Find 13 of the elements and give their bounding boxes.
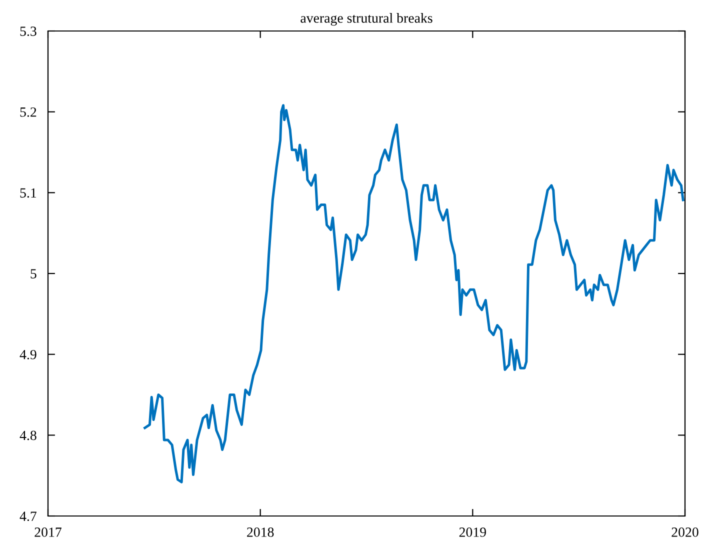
y-tick-label: 4.9	[20, 350, 36, 360]
x-tick-label: 2017	[34, 528, 62, 537]
x-tick-label: 2018	[247, 528, 274, 537]
chart-title: average strutural breaks	[300, 13, 432, 26]
x-tick-label: 2019	[459, 528, 486, 537]
y-tick-label: 5.3	[20, 26, 36, 36]
line-series	[144, 104, 684, 484]
y-tick-label: 5.2	[20, 107, 36, 117]
y-tick-label: 4.8	[20, 430, 36, 440]
y-tick-label: 4.7	[20, 512, 36, 522]
x-tick-label: 2020	[672, 528, 698, 537]
y-tick-label: 5	[30, 269, 36, 278]
y-tick-label: 5.1	[20, 188, 36, 198]
